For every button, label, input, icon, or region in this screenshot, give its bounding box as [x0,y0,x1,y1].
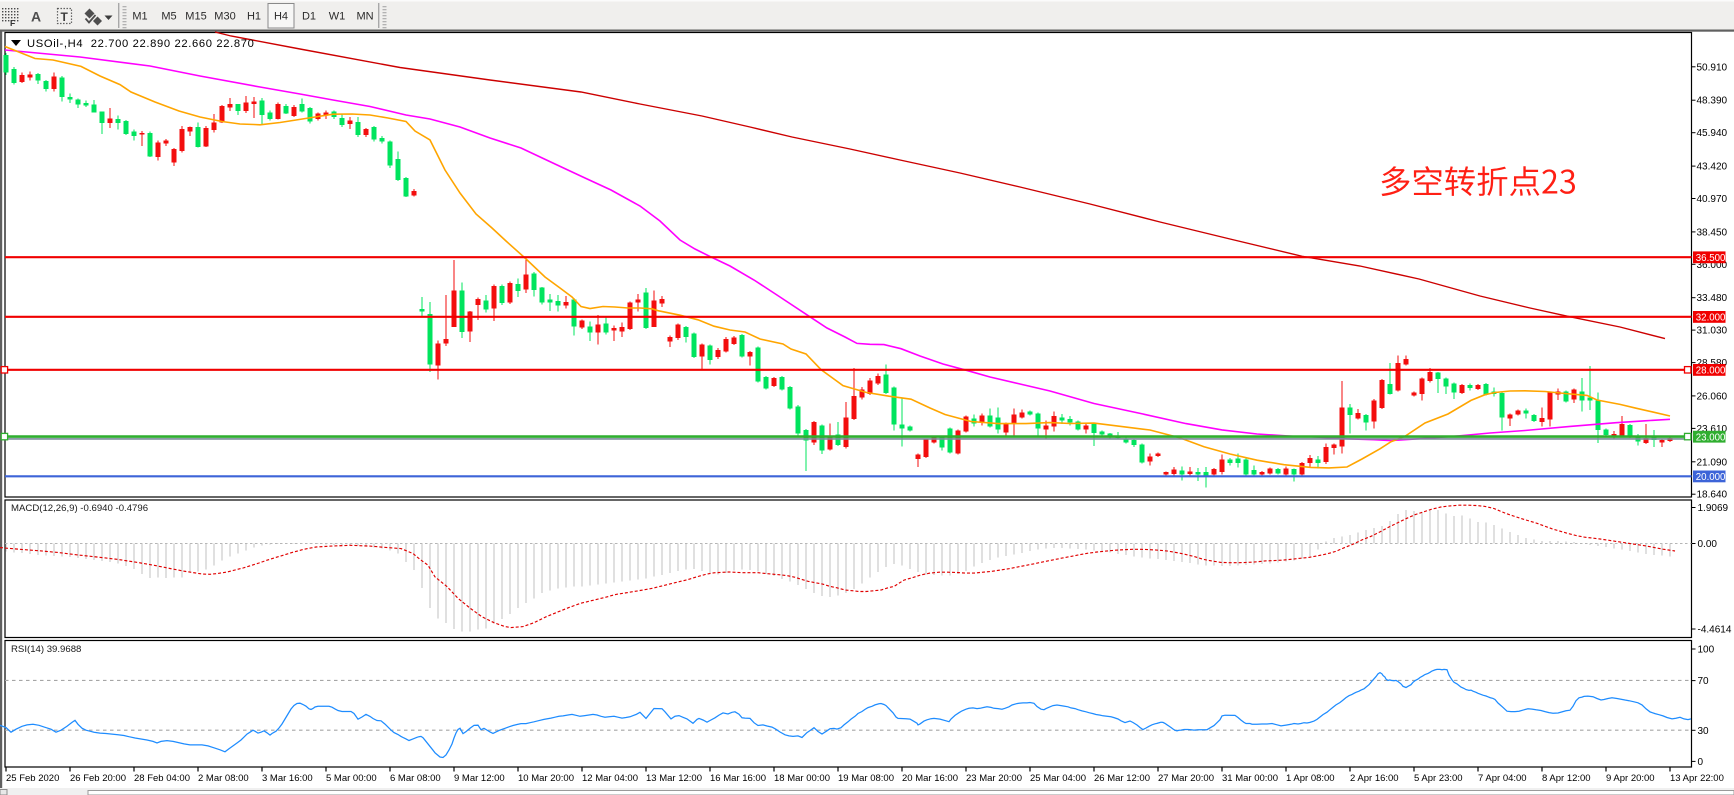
svg-text:28 Feb 04:00: 28 Feb 04:00 [134,773,190,784]
svg-text:40.970: 40.970 [1697,194,1728,205]
svg-text:48.390: 48.390 [1697,96,1728,107]
svg-text:28.580: 28.580 [1697,358,1728,369]
svg-text:32.000: 32.000 [1696,313,1726,324]
svg-text:33.480: 33.480 [1697,293,1728,304]
svg-text:30: 30 [1698,726,1710,737]
svg-text:1.9069: 1.9069 [1698,503,1729,514]
svg-text:M30: M30 [214,11,235,23]
svg-text:100: 100 [1698,645,1715,656]
svg-text:18.640: 18.640 [1697,490,1728,501]
svg-text:18 Mar 00:00: 18 Mar 00:00 [774,773,830,784]
svg-text:26 Mar 12:00: 26 Mar 12:00 [1094,773,1150,784]
svg-text:10 Mar 20:00: 10 Mar 20:00 [518,773,574,784]
svg-text:23 Mar 20:00: 23 Mar 20:00 [966,773,1022,784]
svg-text:26 Feb 20:00: 26 Feb 20:00 [70,773,126,784]
svg-text:36.000: 36.000 [1697,260,1728,271]
svg-text:23.000: 23.000 [1696,432,1726,443]
svg-text:0: 0 [1698,757,1704,768]
svg-text:H4: H4 [274,11,288,23]
svg-text:20.000: 20.000 [1696,472,1726,483]
svg-text:RSI(14) 39.9688: RSI(14) 39.9688 [11,644,81,655]
svg-text:43.420: 43.420 [1697,162,1728,173]
svg-text:3 Mar 16:00: 3 Mar 16:00 [262,773,313,784]
svg-text:0.00: 0.00 [1698,539,1718,550]
svg-text:T: T [61,10,69,24]
svg-text:M5: M5 [161,11,176,23]
svg-text:70: 70 [1698,676,1710,687]
svg-text:6 Mar 08:00: 6 Mar 08:00 [390,773,441,784]
svg-text:31 Mar 00:00: 31 Mar 00:00 [1222,773,1278,784]
svg-text:36.500: 36.500 [1696,253,1726,264]
svg-text:26.060: 26.060 [1697,391,1728,402]
svg-text:23.610: 23.610 [1697,424,1728,435]
svg-text:2 Mar 08:00: 2 Mar 08:00 [198,773,249,784]
svg-text:8 Apr 12:00: 8 Apr 12:00 [1542,773,1591,784]
svg-text:38.450: 38.450 [1697,227,1728,238]
svg-text:-4.4614: -4.4614 [1698,625,1732,636]
svg-text:MACD(12,26,9) -0.6940 -0.4796: MACD(12,26,9) -0.6940 -0.4796 [11,503,148,514]
svg-text:USOil-,H4 22.700 22.890 22.66: USOil-,H4 22.700 22.890 22.660 22.870 [27,38,254,50]
svg-text:F: F [10,18,15,28]
svg-text:W1: W1 [329,11,346,23]
svg-text:7 Apr 04:00: 7 Apr 04:00 [1478,773,1527,784]
svg-text:25 Mar 04:00: 25 Mar 04:00 [1030,773,1086,784]
svg-text:A: A [31,9,41,25]
svg-text:1 Apr 08:00: 1 Apr 08:00 [1286,773,1335,784]
svg-text:20 Mar 16:00: 20 Mar 16:00 [902,773,958,784]
svg-text:19 Mar 08:00: 19 Mar 08:00 [838,773,894,784]
svg-text:12 Mar 04:00: 12 Mar 04:00 [582,773,638,784]
svg-text:25 Feb 2020: 25 Feb 2020 [6,773,59,784]
svg-text:27 Mar 20:00: 27 Mar 20:00 [1158,773,1214,784]
svg-text:21.090: 21.090 [1697,457,1728,468]
svg-text:M1: M1 [132,11,147,23]
svg-text:MN: MN [356,11,373,23]
svg-text:28.000: 28.000 [1696,366,1726,377]
svg-text:13 Apr 22:00: 13 Apr 22:00 [1670,773,1724,784]
svg-text:9 Mar 12:00: 9 Mar 12:00 [454,773,505,784]
svg-text:5 Apr 23:00: 5 Apr 23:00 [1414,773,1463,784]
svg-text:45.940: 45.940 [1697,128,1728,139]
svg-text:D1: D1 [302,11,316,23]
svg-text:H1: H1 [247,11,261,23]
svg-text:16 Mar 16:00: 16 Mar 16:00 [710,773,766,784]
svg-text:31.030: 31.030 [1697,326,1728,337]
svg-text:M15: M15 [185,11,206,23]
svg-text:13 Mar 12:00: 13 Mar 12:00 [646,773,702,784]
svg-text:2 Apr 16:00: 2 Apr 16:00 [1350,773,1399,784]
svg-text:5 Mar 00:00: 5 Mar 00:00 [326,773,377,784]
svg-text:9 Apr 20:00: 9 Apr 20:00 [1606,773,1655,784]
svg-text:50.910: 50.910 [1697,62,1728,73]
